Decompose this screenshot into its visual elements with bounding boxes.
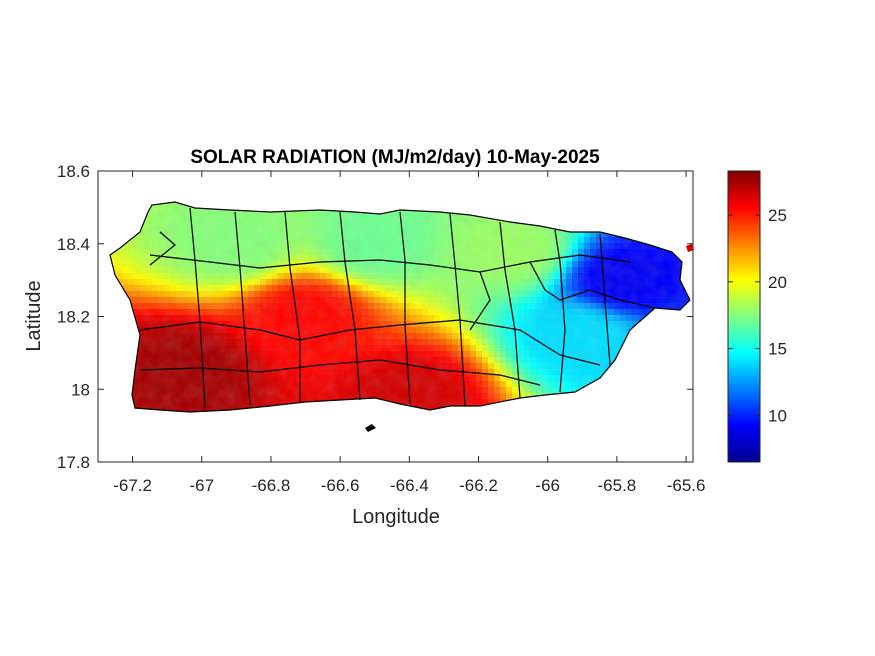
x-tick-label: -66 bbox=[535, 476, 560, 495]
y-tick-label: 18.2 bbox=[57, 308, 90, 327]
x-axis-ticks: -67.2 -67 -66.8 -66.6 -66.4 -66.2 -66 -65.8 -65.… bbox=[113, 171, 705, 495]
caja-de-muertos-island bbox=[365, 424, 376, 432]
y-tick-label: 17.8 bbox=[57, 453, 90, 472]
x-tick-label: -67 bbox=[189, 476, 214, 495]
x-tick-label: -65.6 bbox=[667, 476, 706, 495]
east-islet bbox=[686, 244, 694, 252]
y-tick-label: 18.4 bbox=[57, 235, 90, 254]
colorbar bbox=[727, 170, 761, 463]
colorbar-tick-label: 25 bbox=[768, 206, 787, 225]
y-tick-label: 18.6 bbox=[57, 162, 90, 181]
x-axis-label: Longitude bbox=[352, 506, 440, 528]
municipal-borders bbox=[109, 201, 691, 413]
x-tick-label: -67.2 bbox=[113, 476, 152, 495]
y-axis-label: Latitude bbox=[23, 280, 45, 351]
colorbar-ticks: 10 15 20 25 bbox=[728, 206, 787, 425]
y-axis-ticks: 17.8 18 18.2 18.4 18.6 bbox=[57, 162, 693, 472]
colorbar-tick-label: 10 bbox=[768, 406, 787, 425]
x-tick-label: -66.6 bbox=[321, 476, 360, 495]
chart-title: SOLAR RADIATION (MJ/m2/day) 10-May-2025 bbox=[190, 147, 600, 168]
island-heatmap bbox=[110, 202, 690, 412]
x-tick-label: -65.8 bbox=[598, 476, 637, 495]
x-tick-label: -66.8 bbox=[252, 476, 291, 495]
x-tick-label: -66.2 bbox=[459, 476, 498, 495]
colorbar-tick-label: 15 bbox=[768, 340, 787, 359]
y-tick-label: 18 bbox=[71, 380, 90, 399]
colorbar-tick-label: 20 bbox=[768, 273, 787, 292]
x-tick-label: -66.4 bbox=[390, 476, 429, 495]
